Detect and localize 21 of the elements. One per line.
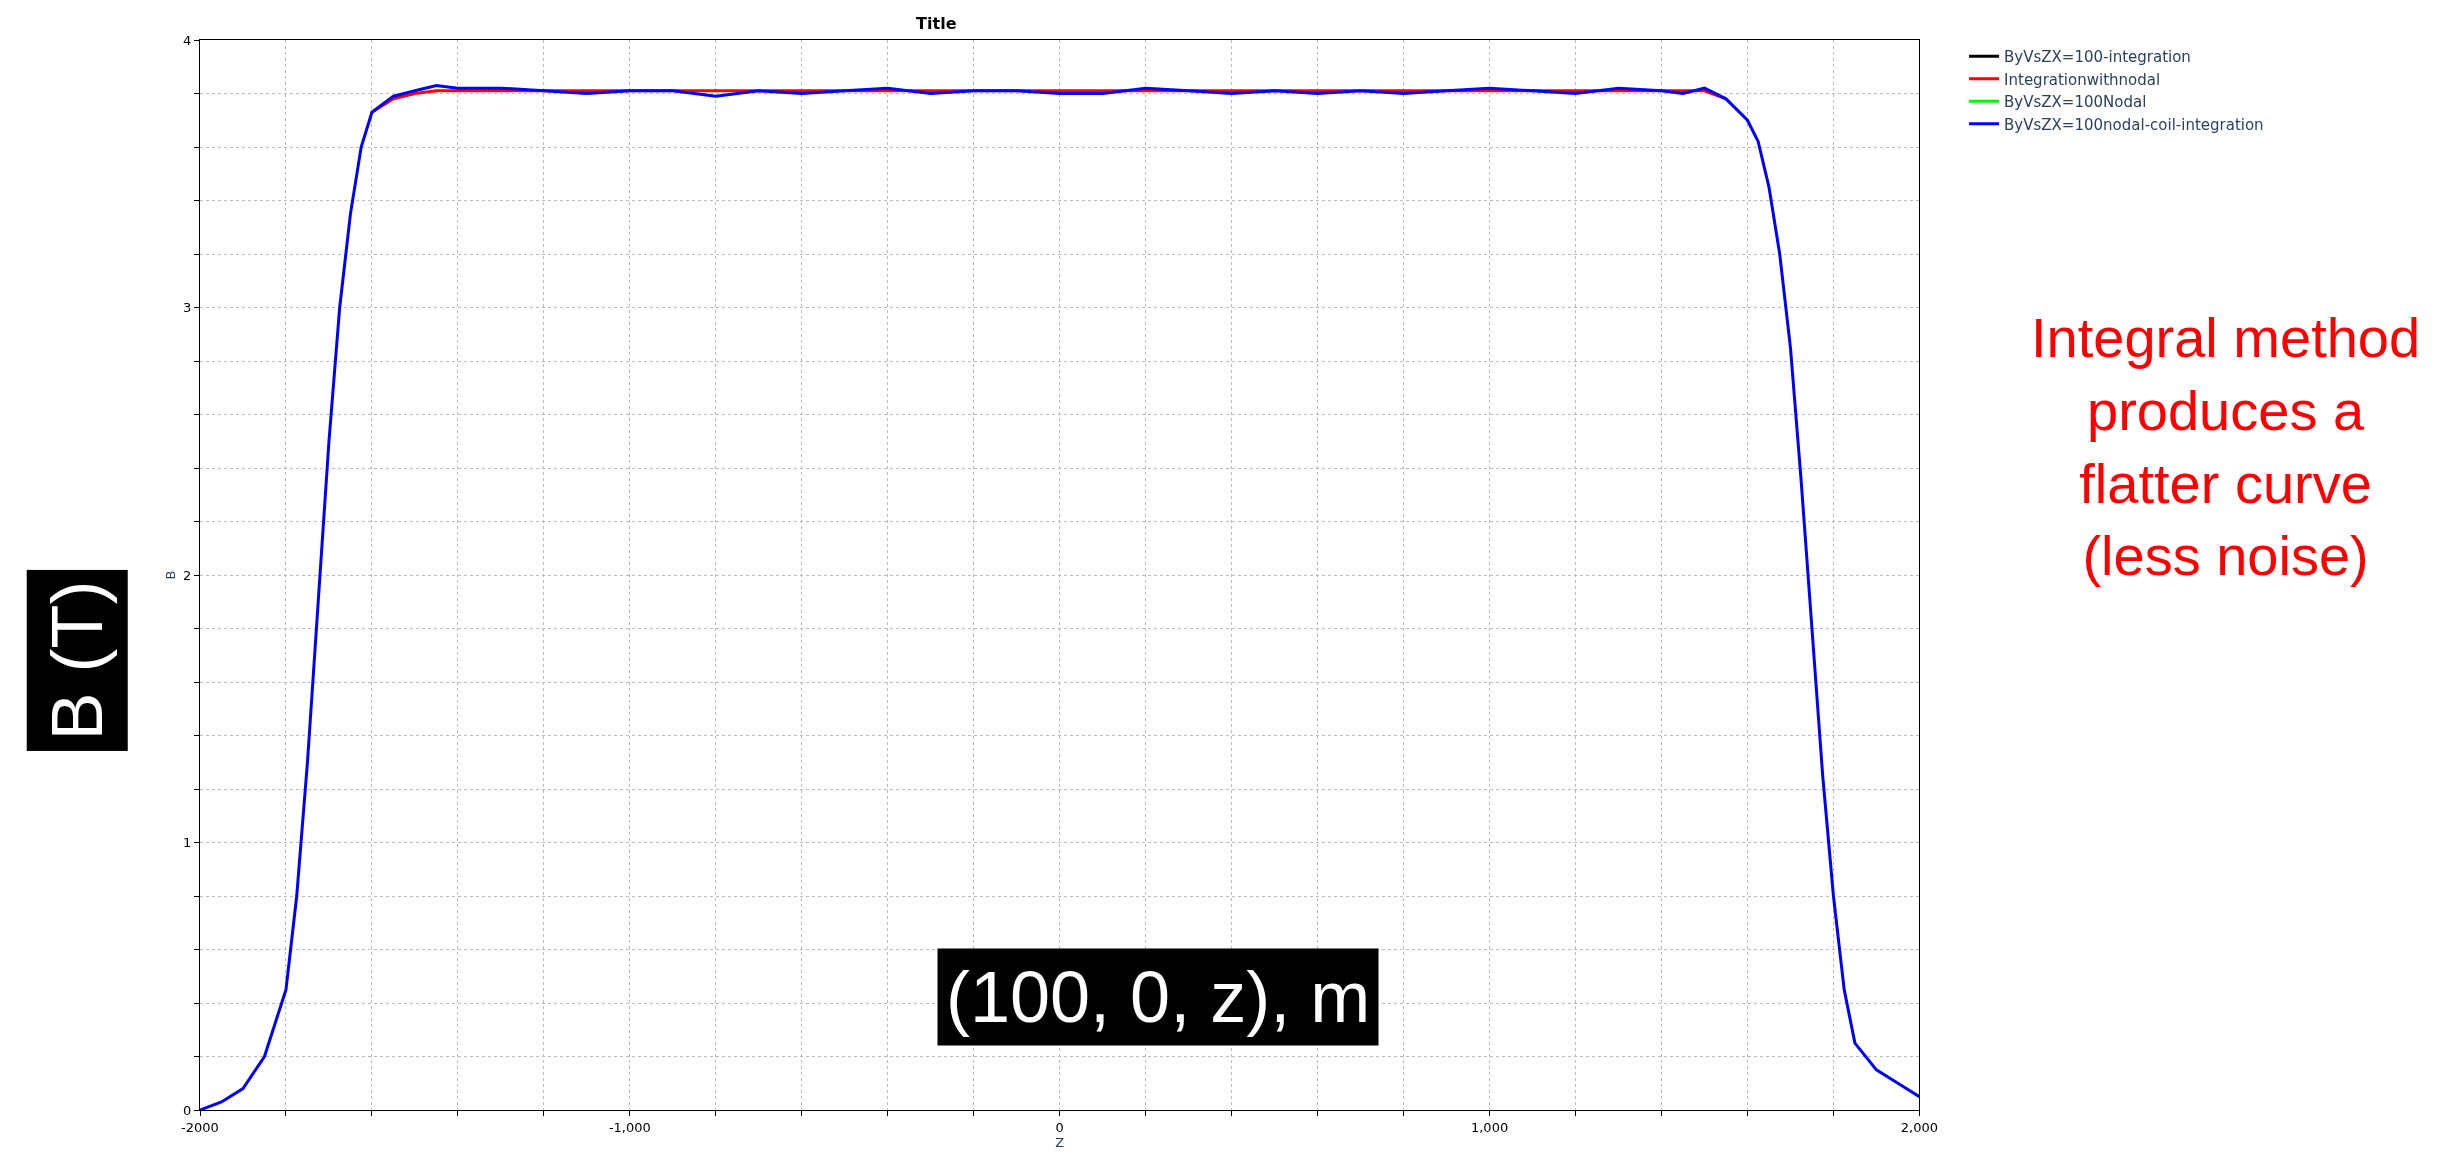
x-tick-label: 2,000 [1900,1119,1939,1135]
legend-label: Integrationwithnodal [2004,70,2161,89]
y-tick-label: 4 [183,32,192,48]
legend-label: ByVsZX=100Nodal [2004,93,2147,112]
chart-title: Title [916,13,957,33]
x-tick-label: -1,000 [608,1119,651,1135]
y-tick-label: 3 [183,300,192,316]
y-tick-label: 1 [183,835,192,851]
line-series [200,83,1920,1110]
x-axis-title: Z [1055,1135,1065,1151]
text: Integral method produces a flatter curve (less noise) [2031,306,2421,588]
annotation: (100, 0, z), m [946,957,1371,1037]
x-tick-label: 0 [1055,1119,1064,1135]
y-axis-title: B [163,570,179,580]
y-tick-label: 0 [183,1102,192,1118]
legend-label: ByVsZX=100nodal-coil-integration [2004,115,2264,134]
y-tick-label: 2 [183,567,192,583]
x-tick-label: 1,000 [1470,1119,1509,1135]
text: B (T) [37,580,118,741]
x-tick-label: -2000 [181,1119,219,1135]
legend-label: ByVsZX=100-integration [2004,48,2191,67]
